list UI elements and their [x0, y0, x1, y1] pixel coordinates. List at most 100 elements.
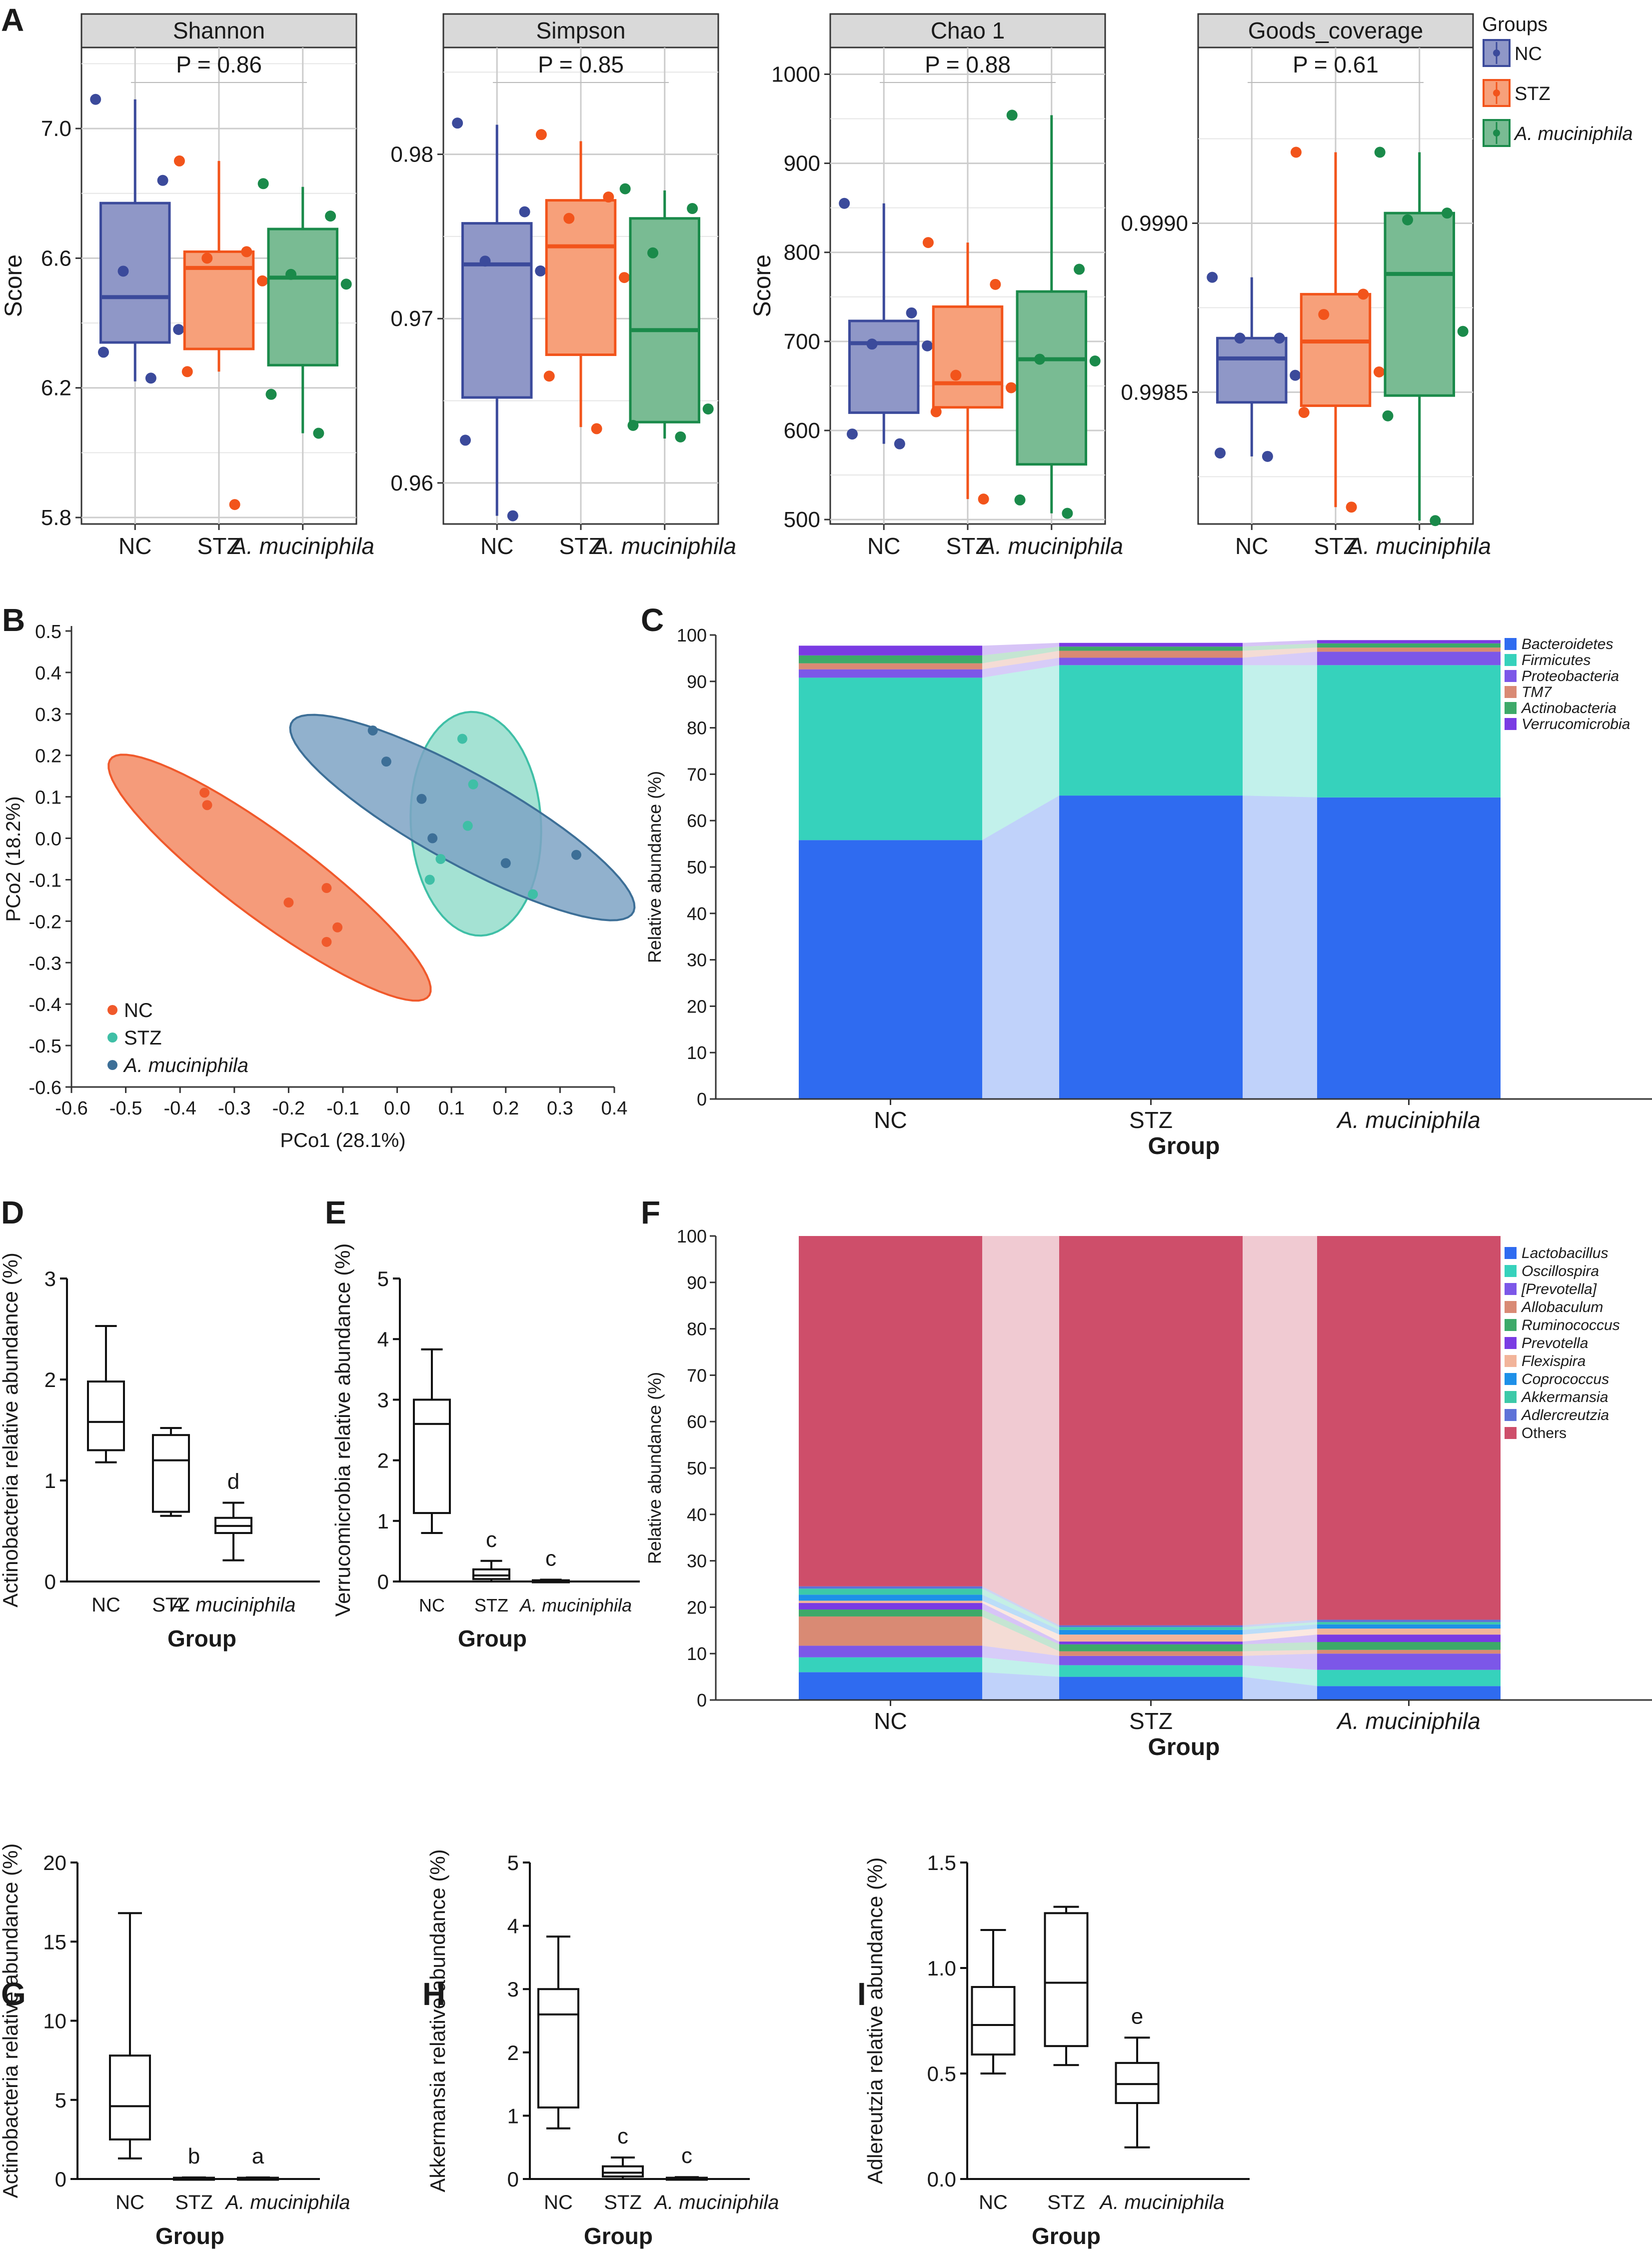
- x-tick-label: 0.3: [547, 1098, 573, 1119]
- flow-connector: [1243, 1622, 1317, 1630]
- box-stz: c: [472, 1528, 510, 1582]
- y-axis-label: Score: [0, 254, 27, 317]
- flow-connector: [982, 1657, 1059, 1677]
- x-tick-label: A. muciniphila: [170, 1594, 295, 1616]
- bar-segment: [1317, 665, 1501, 798]
- box-nc: [537, 1936, 579, 2130]
- y-tick-label: 1.5: [927, 1851, 956, 1874]
- box-a-muciniphila: [619, 183, 714, 442]
- box-iqr: [1016, 290, 1087, 466]
- bar-segment: [1317, 1624, 1501, 1629]
- legend-marker: [107, 1060, 117, 1070]
- pcoa-point: [571, 850, 581, 860]
- y-tick-label: 20: [687, 996, 707, 1016]
- pcoa-point: [367, 725, 378, 736]
- y-tick-label: 1000: [771, 62, 820, 86]
- legend-label: NC: [1515, 44, 1542, 64]
- y-tick-label: 800: [784, 240, 820, 265]
- flow-connector: [1243, 643, 1317, 651]
- data-point: [1207, 272, 1218, 283]
- box-iqr: [971, 1986, 1016, 2056]
- p-value: P = 0.86: [176, 52, 262, 78]
- y-tick-label: 700: [784, 330, 820, 354]
- y-tick-label: 0: [697, 1089, 707, 1110]
- x-axis-label: Group: [1148, 1734, 1220, 1760]
- legend-swatch: [1505, 670, 1517, 682]
- x-tick-label: A. muciniphila: [1347, 533, 1491, 559]
- x-axis-label: Group: [1148, 1133, 1220, 1160]
- flow-connector: [1243, 1650, 1317, 1656]
- flow-connector: [1243, 1665, 1317, 1686]
- y-tick-label: 0.98: [390, 142, 433, 167]
- legend-label: Allobaculum: [1521, 1299, 1603, 1316]
- legend-label: Lactobacillus: [1522, 1245, 1608, 1262]
- data-point: [543, 370, 555, 382]
- y-tick-label: 0: [44, 1570, 56, 1594]
- data-point: [930, 406, 942, 418]
- flow-connector: [1243, 652, 1317, 666]
- p-value: P = 0.61: [1293, 52, 1379, 78]
- bar-segment: [1059, 796, 1243, 1099]
- significance-letter: c: [681, 2144, 692, 2168]
- data-point: [702, 403, 714, 414]
- facet-title: Chao 1: [931, 18, 1005, 44]
- bar-segment: [1317, 1236, 1501, 1620]
- bar-segment: [1059, 1676, 1243, 1700]
- y-axis-label: Verrucomicrobia relative abundance (%): [331, 1243, 354, 1616]
- y-tick-label: -0.6: [29, 1078, 61, 1098]
- p-value: P = 0.88: [925, 52, 1011, 78]
- x-tick-label: 0.1: [438, 1098, 465, 1119]
- box-iqr: [545, 199, 617, 356]
- box-stz: [173, 155, 268, 510]
- box-iqr: [109, 2054, 151, 2140]
- flow-connector: [1243, 1634, 1317, 1644]
- box-stz: b: [173, 2144, 215, 2181]
- bar-segment: [1317, 640, 1501, 644]
- box-iqr: [932, 305, 1004, 409]
- box-iqr: [413, 1398, 451, 1514]
- y-axis-label: PCo2 (18.2%): [2, 796, 24, 922]
- box-stz: [922, 237, 1017, 505]
- y-tick-label: 1: [507, 2104, 519, 2128]
- box-a-muciniphila: c: [666, 2144, 708, 2181]
- box-a-muciniphila: a: [237, 2144, 279, 2181]
- data-point: [1457, 326, 1469, 337]
- bar-segment: [799, 1616, 982, 1646]
- bar-segment: [799, 1672, 982, 1700]
- bar-segment: [799, 1610, 982, 1616]
- y-tick-label: 0.2: [35, 746, 61, 767]
- x-tick-label: A. muciniphila: [1099, 2192, 1224, 2214]
- data-point: [325, 210, 336, 222]
- legend-label: Actinobacteria: [1521, 700, 1617, 716]
- x-axis-label: Group: [1032, 2223, 1101, 2249]
- data-point: [603, 192, 614, 203]
- data-point: [313, 428, 324, 439]
- x-tick-label: 0.0: [384, 1098, 410, 1119]
- data-point: [1262, 450, 1273, 462]
- data-point: [618, 272, 630, 284]
- legend-label: NC: [124, 1000, 153, 1022]
- box-iqr: [629, 217, 700, 424]
- flow-connector: [982, 1672, 1059, 1700]
- y-tick-label: 80: [687, 718, 707, 738]
- x-tick-label: NC: [115, 2192, 144, 2214]
- bar-segment: [1059, 646, 1243, 651]
- bar-segment: [1059, 1630, 1243, 1635]
- y-tick-label: 2: [377, 1449, 389, 1472]
- flow-connector: [982, 1236, 1059, 1626]
- box-iqr: [537, 1988, 579, 2108]
- significance-letter: c: [545, 1546, 556, 1570]
- legend-swatch: [1505, 1247, 1517, 1259]
- legend-label: Firmicutes: [1522, 652, 1591, 668]
- x-tick-label: -0.3: [218, 1098, 250, 1119]
- y-tick-label: 50: [687, 857, 707, 878]
- y-tick-label: 50: [687, 1458, 707, 1478]
- significance-letter: e: [1131, 2004, 1143, 2028]
- bar-segment: [1059, 1644, 1243, 1652]
- x-tick-label: NC: [419, 1595, 445, 1616]
- bar-segment: [1317, 648, 1501, 652]
- pcoa-point: [321, 936, 332, 947]
- data-point: [256, 275, 268, 286]
- data-point: [866, 338, 878, 350]
